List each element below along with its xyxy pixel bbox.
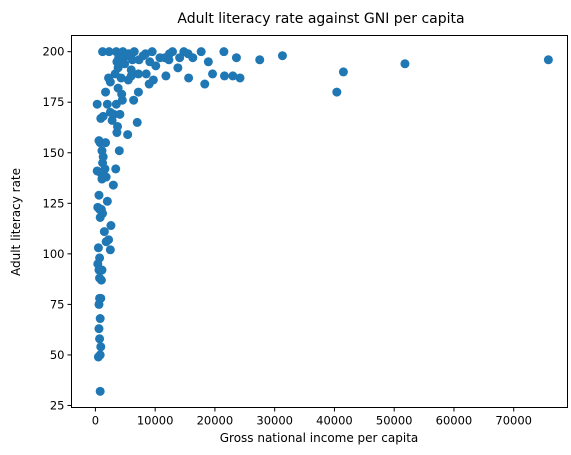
x-tick-label: 70000 [495, 414, 532, 428]
y-tick-label: 25 [50, 398, 65, 412]
data-point [96, 342, 106, 352]
data-point [97, 146, 107, 156]
data-point [332, 87, 342, 97]
data-point [147, 47, 157, 57]
data-point [132, 117, 142, 127]
y-tick-label: 175 [43, 95, 65, 109]
data-point [164, 55, 174, 65]
data-point [111, 164, 121, 174]
data-point [175, 53, 185, 63]
data-point [167, 47, 177, 57]
data-point [161, 71, 171, 81]
data-point [126, 65, 136, 75]
y-tick-label: 100 [43, 247, 65, 261]
data-point [129, 47, 139, 57]
data-point [94, 190, 104, 200]
data-point [112, 57, 122, 67]
data-point [231, 53, 241, 63]
data-point [104, 73, 114, 83]
data-point [133, 69, 143, 79]
data-point [208, 69, 218, 79]
data-point [106, 221, 116, 231]
data-point [148, 75, 158, 85]
x-tick-label: 60000 [436, 414, 473, 428]
x-tick-label: 50000 [376, 414, 413, 428]
data-point [92, 99, 102, 109]
x-tick-label: 20000 [197, 414, 234, 428]
data-point [95, 314, 105, 324]
data-point [138, 51, 148, 61]
data-point [95, 293, 105, 303]
data-point [188, 53, 198, 63]
data-point [200, 79, 210, 89]
data-point [173, 63, 183, 73]
data-point [93, 243, 103, 253]
data-point [141, 69, 151, 79]
data-point [94, 324, 104, 334]
data-points [92, 47, 553, 396]
plot-area-frame [71, 35, 568, 408]
x-tick-label: 0 [92, 414, 99, 428]
data-point [113, 83, 123, 93]
data-point [95, 273, 105, 283]
x-axis-label: Gross national income per capita [220, 431, 419, 445]
data-point [102, 196, 112, 206]
chart-title: Adult literacy rate against GNI per capi… [177, 11, 464, 27]
data-point [98, 47, 108, 57]
x-tick-label: 10000 [137, 414, 174, 428]
y-axis: 25 50 75 100 125 150 175 200 [43, 45, 72, 412]
data-point [105, 245, 115, 255]
data-point [104, 235, 114, 245]
data-point [228, 71, 238, 81]
data-point [114, 146, 124, 156]
data-point [120, 59, 130, 69]
data-point [203, 57, 213, 67]
data-point [127, 55, 137, 65]
data-point [235, 73, 245, 83]
data-point [145, 57, 155, 67]
data-point [95, 253, 105, 263]
data-point [255, 55, 265, 65]
data-point [99, 227, 109, 237]
data-point [543, 55, 553, 65]
data-point [98, 111, 108, 121]
data-point [96, 204, 106, 214]
y-tick-label: 200 [43, 45, 65, 59]
y-tick-label: 125 [43, 196, 65, 210]
y-axis-label: Adult literacy rate [9, 168, 23, 276]
data-point [115, 109, 125, 119]
data-point [102, 99, 112, 109]
data-point [108, 180, 118, 190]
data-point [400, 59, 410, 69]
data-point [184, 73, 194, 83]
data-point [338, 67, 348, 77]
data-point [95, 386, 105, 396]
data-point [196, 47, 206, 57]
x-tick-label: 40000 [316, 414, 353, 428]
data-point [94, 136, 104, 146]
data-point [123, 130, 133, 140]
x-tick-label: 30000 [256, 414, 293, 428]
x-axis: 0 10000 20000 30000 40000 50000 60000 70000 [92, 407, 532, 428]
data-point [277, 51, 287, 61]
data-point [95, 350, 105, 360]
y-tick-label: 50 [50, 348, 65, 362]
data-point [133, 87, 143, 97]
data-point [104, 47, 114, 57]
data-point [113, 121, 123, 131]
data-point [105, 107, 115, 117]
data-point [92, 166, 102, 176]
y-tick-label: 75 [50, 297, 65, 311]
data-point [219, 71, 229, 81]
data-point [219, 47, 229, 57]
data-point [95, 334, 105, 344]
data-point [101, 87, 111, 97]
y-tick-label: 150 [43, 146, 65, 160]
data-point [129, 95, 139, 105]
